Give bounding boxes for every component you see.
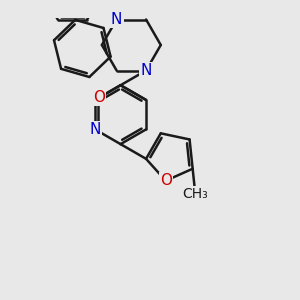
Text: N: N bbox=[111, 12, 122, 27]
Text: O: O bbox=[160, 173, 172, 188]
Text: N: N bbox=[89, 122, 101, 137]
Text: CH₃: CH₃ bbox=[182, 187, 208, 201]
Text: N: N bbox=[140, 63, 152, 78]
Text: O: O bbox=[93, 90, 105, 105]
